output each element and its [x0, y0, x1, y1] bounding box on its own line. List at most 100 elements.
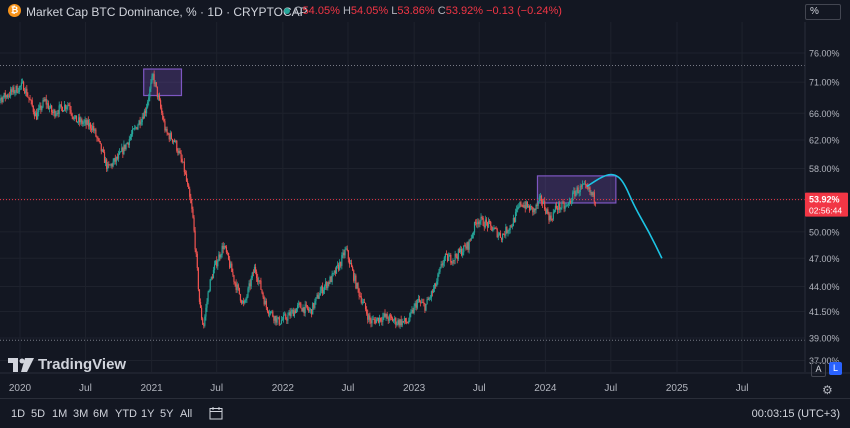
- candle-body: [62, 107, 63, 112]
- timeframe-all-button[interactable]: All: [180, 408, 192, 420]
- candle-body: [18, 92, 19, 93]
- candle-body: [435, 284, 436, 287]
- gear-icon[interactable]: ⚙: [822, 383, 833, 397]
- candle-body: [430, 298, 431, 299]
- candle-body: [220, 255, 221, 257]
- timeframe-ytd-button[interactable]: YTD: [115, 408, 137, 420]
- auto-scale-button[interactable]: A: [811, 362, 826, 377]
- symbol-title[interactable]: Market Cap BTC Dominance, % · 1D · CRYPT…: [26, 5, 308, 19]
- price-chart[interactable]: 76.00%71.00%66.00%62.00%58.00%54.00%50.0…: [0, 0, 850, 398]
- candle-body: [342, 253, 343, 255]
- candle-body: [237, 285, 238, 290]
- candle-body: [530, 206, 531, 210]
- candle-body: [76, 115, 77, 122]
- candle-body: [456, 254, 457, 257]
- candle-body: [248, 283, 249, 288]
- candle-body: [36, 113, 37, 120]
- candle-body: [156, 82, 157, 86]
- candle-body: [297, 305, 298, 308]
- candle-body: [37, 112, 38, 119]
- candle-body: [350, 263, 351, 264]
- candle-body: [197, 254, 198, 268]
- candle-body: [334, 271, 335, 273]
- candle-body: [252, 273, 253, 278]
- candle-body: [68, 105, 69, 106]
- candle-body: [310, 309, 311, 310]
- timeframe-1m-button[interactable]: 1M: [52, 408, 67, 420]
- candle-body: [65, 105, 66, 109]
- timeframe-5d-button[interactable]: 5D: [31, 408, 45, 420]
- candle-body: [172, 139, 173, 142]
- candle-body: [464, 245, 465, 246]
- candle-body: [107, 164, 108, 169]
- candle-body: [497, 229, 498, 237]
- candle-body: [24, 91, 25, 94]
- candle-body: [41, 107, 42, 110]
- candle-body: [463, 245, 464, 252]
- candle-body: [491, 226, 492, 231]
- candle-body: [382, 317, 383, 322]
- candle-body: [417, 300, 418, 307]
- candle-body: [571, 201, 572, 202]
- candle-body: [134, 128, 135, 129]
- timeframe-3m-button[interactable]: 3M: [73, 408, 88, 420]
- timeframe-1y-button[interactable]: 1Y: [141, 408, 154, 420]
- candle-body: [155, 82, 156, 84]
- timeframe-1d-button[interactable]: 1D: [11, 408, 25, 420]
- y-tick-label: 71.00%: [809, 78, 840, 88]
- candle-body: [541, 196, 542, 202]
- candle-body: [302, 307, 303, 311]
- candle-body: [377, 318, 378, 320]
- candle-body: [242, 301, 243, 303]
- candle-body: [179, 151, 180, 153]
- candle-body: [552, 219, 553, 220]
- timeframe-5y-button[interactable]: 5Y: [160, 408, 173, 420]
- candle-body: [72, 114, 73, 117]
- candle-body: [357, 283, 358, 289]
- candle-body: [555, 206, 556, 210]
- candle-body: [478, 222, 479, 224]
- candle-body: [389, 315, 390, 321]
- candle-body: [502, 234, 503, 240]
- candle-body: [163, 119, 164, 121]
- calendar-range-icon[interactable]: [209, 406, 223, 420]
- candle-body: [193, 218, 194, 231]
- candle-body: [236, 283, 237, 290]
- candle-body: [219, 255, 220, 258]
- candle-body: [373, 319, 374, 320]
- candle-body: [9, 96, 10, 97]
- x-tick-label: Jul: [210, 383, 223, 394]
- candle-body: [64, 105, 65, 110]
- candle-body: [444, 257, 445, 262]
- candle-body: [363, 302, 364, 303]
- timeframe-6m-button[interactable]: 6M: [93, 408, 108, 420]
- candle-body: [143, 117, 144, 119]
- candle-body: [453, 260, 454, 261]
- candle-body: [97, 138, 98, 139]
- candle-body: [207, 292, 208, 301]
- candle-body: [432, 291, 433, 292]
- candle-body: [567, 205, 568, 206]
- candle-body: [215, 260, 216, 264]
- candle-body: [391, 316, 392, 318]
- candle-body: [308, 309, 309, 311]
- candle-body: [267, 307, 268, 311]
- candle-body: [397, 320, 398, 324]
- candle-body: [576, 187, 577, 191]
- candle-body: [589, 187, 590, 192]
- candle-body: [332, 274, 333, 282]
- candle-body: [309, 310, 310, 311]
- scale-unit-button[interactable]: %: [805, 4, 841, 20]
- candle-body: [66, 107, 67, 109]
- candle-body: [196, 249, 197, 253]
- candle-body: [461, 249, 462, 255]
- candle-body: [187, 181, 188, 184]
- candle-body: [388, 319, 389, 321]
- candle-body: [111, 164, 112, 166]
- candle-body: [425, 304, 426, 311]
- candle-body: [371, 319, 372, 323]
- tradingview-logo[interactable]: TradingView: [8, 356, 126, 373]
- candle-body: [211, 277, 212, 279]
- timezone-clock[interactable]: 00:03:15 (UTC+3): [752, 408, 840, 420]
- log-scale-button[interactable]: L: [829, 362, 842, 375]
